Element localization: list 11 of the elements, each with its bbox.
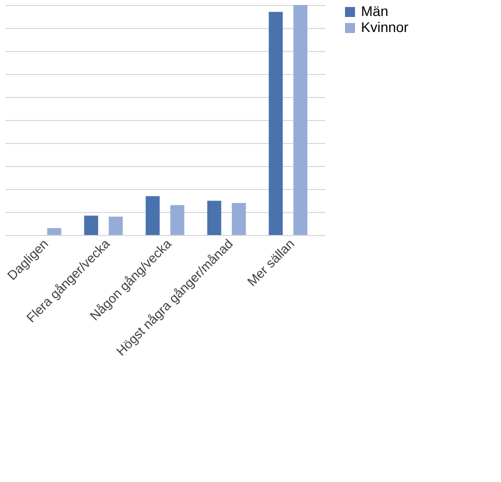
bar — [293, 5, 308, 235]
legend-label: Kvinnor — [361, 19, 409, 35]
legend-label: Män — [361, 3, 388, 19]
bar — [108, 216, 123, 235]
bar — [47, 228, 62, 235]
bar — [268, 12, 283, 235]
bar — [146, 196, 160, 235]
bar — [207, 200, 222, 235]
bar — [84, 216, 98, 235]
bar — [170, 205, 184, 235]
bar — [232, 203, 246, 235]
